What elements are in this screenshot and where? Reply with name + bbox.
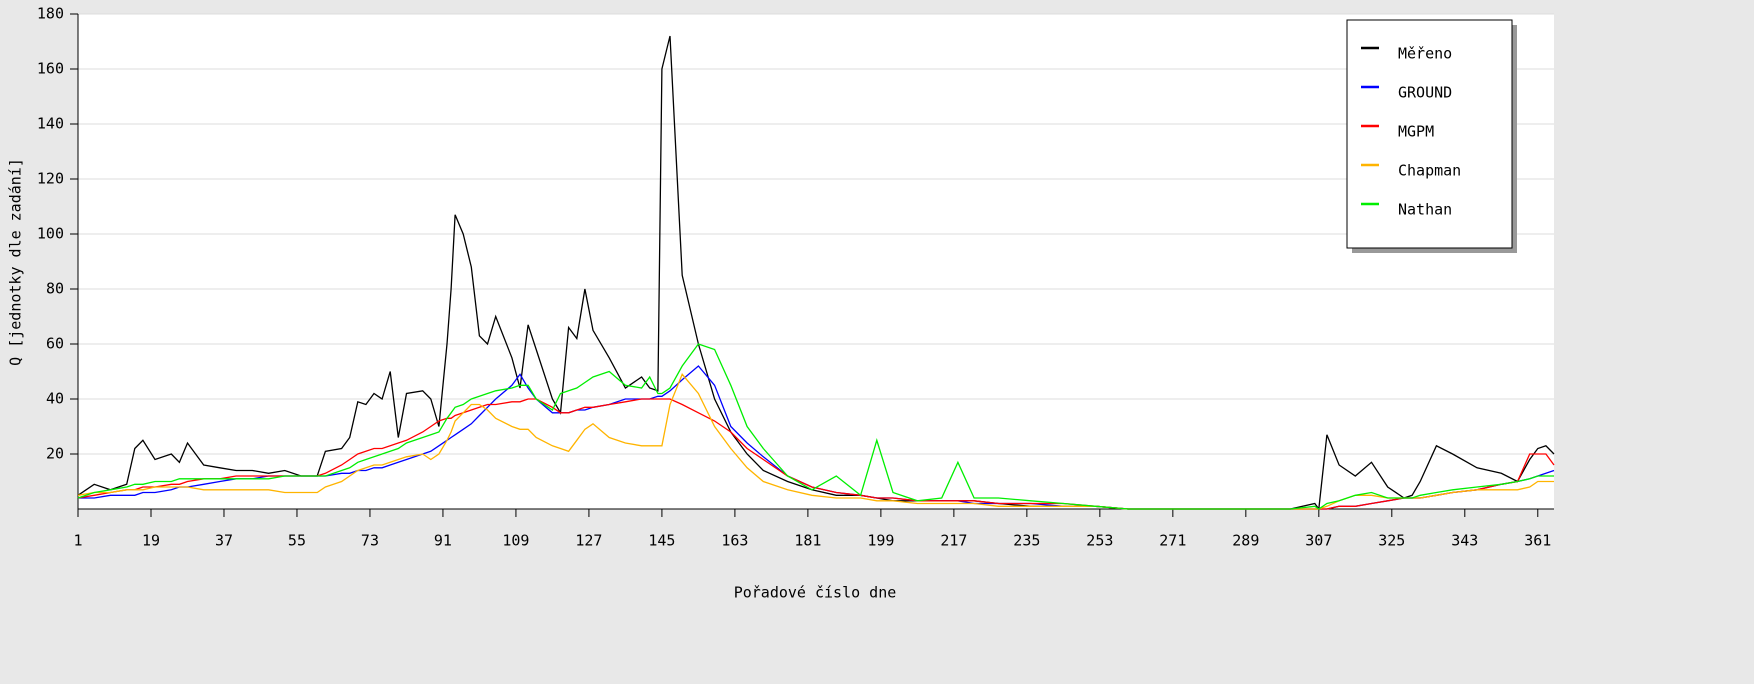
legend-label: GROUND [1398, 84, 1452, 102]
plot-area [78, 14, 1554, 509]
x-tick-label: 181 [794, 532, 821, 550]
legend-label: Nathan [1398, 201, 1452, 219]
x-tick-label: 73 [361, 532, 379, 550]
y-tick-label: 180 [37, 5, 64, 23]
y-tick-label: 40 [46, 390, 64, 408]
x-tick-label: 199 [867, 532, 894, 550]
y-tick-label: 60 [46, 335, 64, 353]
x-tick-label: 109 [502, 532, 529, 550]
y-tick-label: 140 [37, 115, 64, 133]
x-tick-label: 217 [940, 532, 967, 550]
legend [1346, 19, 1513, 249]
y-tick-label: 120 [37, 170, 64, 188]
legend-label: Měřeno [1398, 45, 1452, 63]
x-tick-label: 127 [575, 532, 602, 550]
x-tick-label: 235 [1013, 532, 1040, 550]
series-line [77, 373, 1554, 510]
x-tick-label: 91 [434, 532, 452, 550]
x-tick-label: 343 [1451, 532, 1478, 550]
x-tick-label: 307 [1305, 532, 1332, 550]
y-tick-label: 80 [46, 280, 64, 298]
y-tick-label: 20 [46, 445, 64, 463]
x-tick-label: 271 [1159, 532, 1186, 550]
x-tick-label: 19 [142, 532, 160, 550]
x-tick-label: 1 [73, 532, 82, 550]
x-tick-label: 55 [288, 532, 306, 550]
y-tick-label: 100 [37, 225, 64, 243]
y-axis-label: Q [jednotky dle zadání] [7, 158, 25, 366]
series-line [77, 343, 1554, 510]
x-tick-label: 145 [648, 532, 675, 550]
x-tick-label: 253 [1086, 532, 1113, 550]
x-tick-label: 289 [1232, 532, 1259, 550]
x-tick-label: 163 [721, 532, 748, 550]
x-axis-label: Pořadové číslo dne [734, 584, 897, 602]
x-tick-label: 361 [1524, 532, 1551, 550]
x-tick-label: 325 [1378, 532, 1405, 550]
x-tick-label: 37 [215, 532, 233, 550]
legend-label: MGPM [1398, 123, 1434, 141]
y-tick-label: 160 [37, 60, 64, 78]
legend-label: Chapman [1398, 162, 1461, 180]
